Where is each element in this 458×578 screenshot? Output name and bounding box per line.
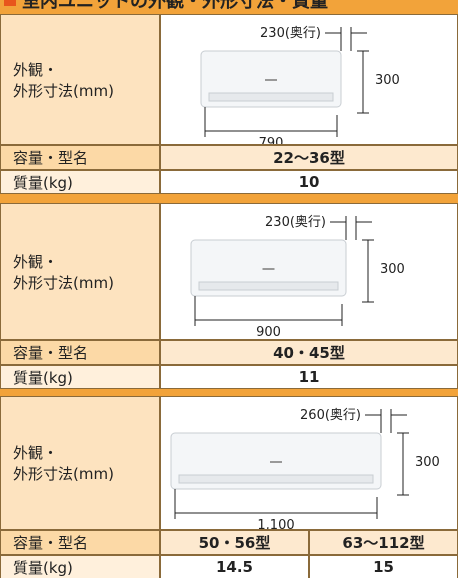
width-label: 900 — [256, 325, 281, 339]
weight-label: 質量(kg) — [0, 170, 160, 194]
section-label: 外観・外形寸法(mm) — [0, 396, 160, 530]
model-label: 容量・型名 — [0, 530, 160, 555]
depth-label: 260(奥行) — [300, 408, 361, 423]
diagram: 230(奥行) 300 790 — [200, 26, 400, 144]
model-value: 63〜112型 — [309, 530, 458, 555]
weight-value: 10 — [160, 170, 458, 194]
weight-value-text: 11 — [298, 368, 320, 386]
weight-value-text: 15 — [373, 558, 394, 576]
unit-louver — [198, 281, 339, 291]
label-line: 外観・ — [13, 60, 59, 79]
model-label: 容量・型名 — [0, 340, 160, 365]
model-value-text: 40・45型 — [273, 344, 345, 362]
diagram-cell: 260(奥行) 300 1,100 — [160, 396, 458, 530]
model-value-text: 63〜112型 — [342, 534, 425, 552]
model-label-text: 容量・型名 — [13, 534, 89, 552]
weight-value-text: 14.5 — [215, 558, 253, 576]
title: 室内ユニットの外観・外形寸法・質量 — [22, 0, 328, 12]
weight-value-text: 10 — [298, 173, 320, 191]
header: 室内ユニットの外観・外形寸法・質量 — [0, 0, 328, 12]
bullet — [4, 0, 16, 6]
weight-value: 14.5 — [160, 555, 309, 578]
model-label: 容量・型名 — [0, 145, 160, 170]
width-label: 790 — [259, 136, 284, 144]
weight-label: 質量(kg) — [0, 555, 160, 578]
diagram: 260(奥行) 300 1,100 — [170, 408, 440, 529]
model-label-text: 容量・型名 — [13, 149, 89, 167]
height-label: 300 — [380, 262, 405, 277]
weight-value: 11 — [160, 365, 458, 389]
depth-label: 230(奥行) — [260, 26, 321, 41]
label-line: 外形寸法(mm) — [13, 273, 114, 292]
diagram-cell: 230(奥行) 300 790 — [160, 14, 458, 145]
model-value: 22〜36型 — [160, 145, 458, 170]
label-line: 外観・ — [13, 444, 59, 462]
unit-logo — [262, 268, 275, 270]
unit-louver — [208, 92, 334, 102]
label-line: 外観・ — [13, 252, 59, 271]
label-line: 外形寸法(mm) — [13, 81, 114, 100]
height-label: 300 — [415, 455, 440, 470]
weight-label: 質量(kg) — [0, 365, 160, 389]
height-label: 300 — [375, 73, 400, 88]
width-label: 1,100 — [257, 518, 294, 529]
weight-value: 15 — [309, 555, 458, 578]
unit-logo — [270, 461, 282, 463]
model-value: 40・45型 — [160, 340, 458, 365]
section-label: 外観・外形寸法(mm) — [0, 203, 160, 340]
section-label: 外観・外形寸法(mm) — [0, 14, 160, 145]
diagram: 230(奥行) 300 900 — [190, 215, 405, 339]
diagram-cell: 230(奥行) 300 900 — [160, 203, 458, 340]
model-label-text: 容量・型名 — [13, 344, 89, 362]
depth-label: 230(奥行) — [265, 215, 326, 230]
weight-label-text: 質量(kg) — [13, 173, 73, 192]
unit-louver — [178, 474, 374, 484]
weight-label-text: 質量(kg) — [13, 558, 73, 577]
unit-logo — [265, 79, 277, 81]
model-value: 50・56型 — [160, 530, 309, 555]
model-value-text: 22〜36型 — [273, 149, 345, 167]
model-value-text: 50・56型 — [198, 534, 271, 552]
label-line: 外形寸法(mm) — [13, 465, 114, 483]
weight-label-text: 質量(kg) — [13, 368, 73, 387]
